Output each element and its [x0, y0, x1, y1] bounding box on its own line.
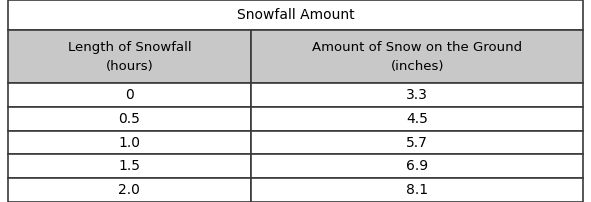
Bar	[251, 107, 583, 131]
Text: 1.5: 1.5	[118, 159, 141, 173]
Text: 4.5: 4.5	[406, 112, 428, 126]
Bar	[251, 83, 583, 107]
Text: Length of Snowfall: Length of Snowfall	[67, 41, 191, 54]
Bar	[8, 178, 251, 202]
Text: 8.1: 8.1	[406, 183, 428, 197]
Bar	[251, 154, 583, 178]
Text: 0.5: 0.5	[118, 112, 141, 126]
Text: 6.9: 6.9	[406, 159, 428, 173]
Text: Amount of Snow on the Ground: Amount of Snow on the Ground	[312, 41, 522, 54]
Bar	[8, 83, 251, 107]
Bar	[8, 0, 583, 30]
Text: (inches): (inches)	[391, 60, 444, 73]
Text: 5.7: 5.7	[406, 136, 428, 149]
Bar	[8, 30, 251, 83]
Text: (hours): (hours)	[106, 60, 153, 73]
Text: 3.3: 3.3	[406, 88, 428, 102]
Text: 2.0: 2.0	[118, 183, 141, 197]
Text: 0: 0	[125, 88, 134, 102]
Bar	[8, 107, 251, 131]
Bar	[251, 131, 583, 154]
Bar	[8, 131, 251, 154]
Bar	[251, 178, 583, 202]
Bar	[251, 30, 583, 83]
Bar	[8, 154, 251, 178]
Text: Snowfall Amount: Snowfall Amount	[236, 8, 355, 22]
Text: 1.0: 1.0	[118, 136, 141, 149]
